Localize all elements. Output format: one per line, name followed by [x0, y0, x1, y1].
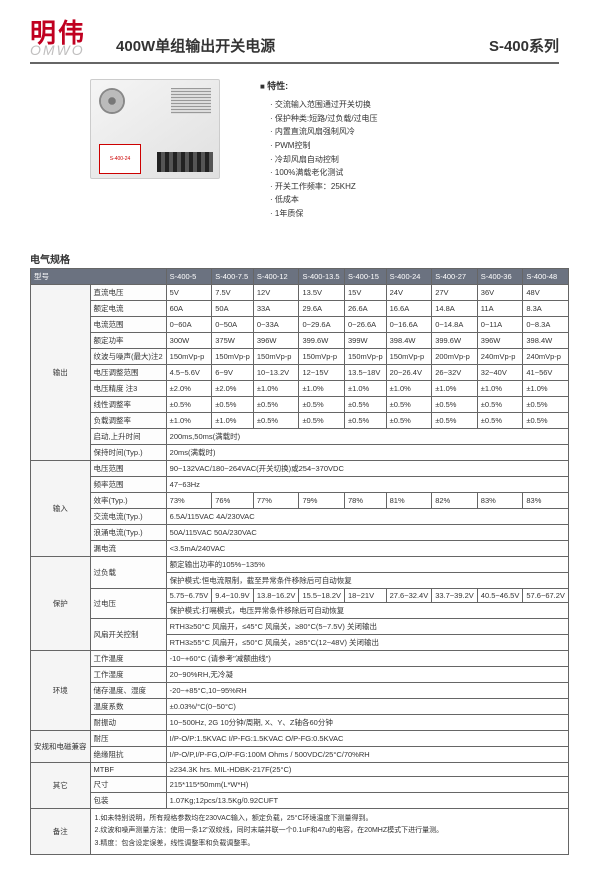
feature-item: 100%满载老化测试 [270, 166, 378, 180]
model-col: S-400-5 [166, 268, 212, 284]
model-col: S-400-15 [345, 268, 387, 284]
feature-item: 1年质保 [270, 207, 378, 221]
page-title: 400W单组输出开关电源 [116, 35, 489, 58]
note-item: 1.如未特别说明，所有规格参数均在230VAC输入，额定负载，25°C环境温度下… [95, 813, 564, 826]
group-other: 其它 [31, 762, 91, 808]
features-title: 特性: [260, 79, 378, 94]
note-item: 3.精度：包含设定误差，线性调整率和负载调整率。 [95, 838, 564, 851]
model-col: S-400-13.5 [299, 268, 345, 284]
model-col: S-400-7.5 [212, 268, 254, 284]
feature-item: PWM控制 [270, 139, 378, 153]
feature-item: 保护种类:短路/过负载/过电压 [270, 112, 378, 126]
features-block: 特性: 交流输入范围通过开关切换 保护种类:短路/过负载/过电压 内置直流风扇强… [260, 79, 378, 221]
brand-en: OMWO [30, 42, 86, 58]
page-header: 明伟 OMWO 400W单组输出开关电源 S-400系列 [30, 20, 559, 64]
feature-item: 内置直流风扇强制风冷 [270, 125, 378, 139]
terminal-icon [157, 152, 213, 172]
fan-icon [99, 88, 125, 114]
brand-block: 明伟 OMWO [30, 20, 86, 58]
spec-table: 型号 S-400-5 S-400-7.5 S-400-12 S-400-13.5… [30, 268, 569, 856]
features-list: 交流输入范围通过开关切换 保护种类:短路/过负载/过电压 内置直流风扇强制风冷 … [270, 98, 378, 220]
feature-item: 冷却风扇自动控制 [270, 153, 378, 167]
vent-icon [171, 88, 211, 114]
group-protection: 保护 [31, 556, 91, 650]
top-section: S-400-24 特性: 交流输入范围通过开关切换 保护种类:短路/过负载/过电… [90, 79, 559, 221]
notes-cell: 1.如未特别说明，所有规格参数均在230VAC输入，额定负载，25°C环境温度下… [90, 808, 568, 855]
model-col: S-400-48 [523, 268, 569, 284]
model-col: S-400-24 [386, 268, 432, 284]
group-notes: 备注 [31, 808, 91, 855]
series-title: S-400系列 [489, 35, 559, 58]
feature-item: 开关工作频率：25KHZ [270, 180, 378, 194]
note-item: 2.纹波和噪声测量方法：使用一条12"双绞线，同时末端并联一个0.1uF和47u… [95, 825, 564, 838]
model-col: S-400-27 [432, 268, 478, 284]
row-label: 直流电压 [90, 284, 166, 300]
feature-item: 交流输入范围通过开关切换 [270, 98, 378, 112]
table-row: 输出 直流电压 5V7.5V12V13.5V15V24V27V36V48V [31, 284, 569, 300]
product-label: S-400-24 [99, 144, 141, 174]
group-output: 输出 [31, 284, 91, 460]
feature-item: 低成本 [270, 193, 378, 207]
product-image: S-400-24 [90, 79, 220, 179]
group-input: 输入 [31, 460, 91, 556]
header-model: 型号 [31, 268, 167, 284]
model-col: S-400-12 [253, 268, 299, 284]
group-env: 环境 [31, 650, 91, 730]
table-header-row: 型号 S-400-5 S-400-7.5 S-400-12 S-400-13.5… [31, 268, 569, 284]
model-col: S-400-36 [477, 268, 523, 284]
spec-title: 电气规格 [30, 251, 559, 266]
group-safety: 安规和电磁兼容 [31, 730, 91, 762]
